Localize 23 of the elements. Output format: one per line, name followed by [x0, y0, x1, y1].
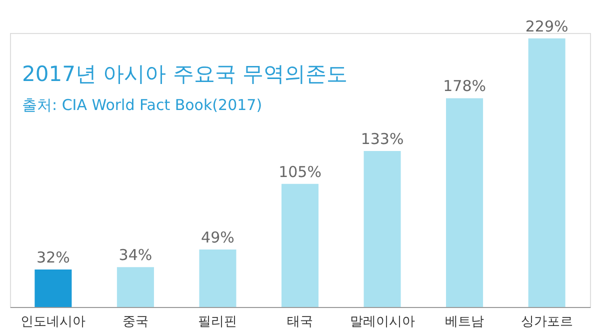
annotation: 출처: CIA World Fact Book(2017) [22, 96, 262, 114]
bar [364, 150, 401, 307]
x-tick-label: 말레이시아 [350, 314, 415, 330]
x-tick-label: 중국 [122, 314, 148, 330]
data-label: 49% [201, 228, 234, 247]
data-label: 178% [443, 77, 486, 96]
data-label: 105% [278, 162, 322, 181]
bar [446, 98, 484, 307]
bar [116, 267, 154, 307]
bar [281, 184, 319, 307]
bar [199, 250, 236, 307]
data-label: 229% [525, 17, 568, 36]
bar [34, 269, 72, 307]
x-tick-label: 태국 [287, 314, 313, 330]
x-tick-label: 베트남 [445, 314, 484, 330]
x-tick-label: 필리핀 [198, 314, 238, 330]
x-tick-label: 싱가포르 [520, 314, 573, 330]
data-label: 32% [36, 248, 70, 266]
x-tick-label: 인도네시아 [20, 314, 86, 330]
bar [528, 38, 566, 307]
data-label: 34% [118, 246, 152, 264]
data-label: 133% [360, 130, 404, 148]
text: 2017년 아시아 주요국 무역의존도 [22, 62, 348, 86]
